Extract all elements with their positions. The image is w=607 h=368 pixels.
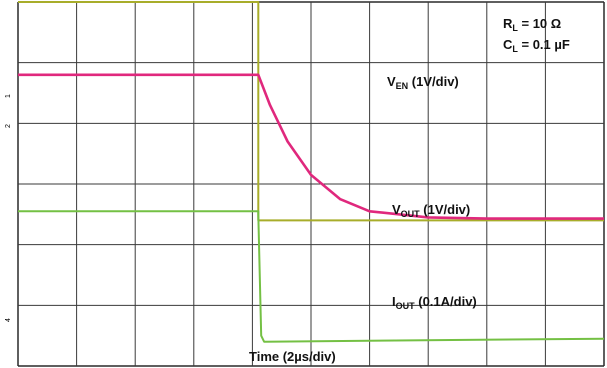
rl-label: RL = 10 Ω <box>503 16 561 33</box>
ch-iout-marker: 4 <box>5 318 12 322</box>
ch-vout-marker: 2 <box>5 124 12 128</box>
x-axis-label: Time (2µs/div) <box>249 349 336 364</box>
ven-trace <box>18 1 604 222</box>
cl-label: CL = 0.1 µF <box>503 37 570 54</box>
grid <box>17 1 605 367</box>
ven-label: VEN (1V/div) <box>387 74 459 91</box>
iout-trace <box>18 210 605 343</box>
ch-ven-marker: 1 <box>5 94 12 98</box>
iout-label: IOUT (0.1A/div) <box>392 294 477 311</box>
vout-trace <box>18 73 604 220</box>
vout-label: VOUT (1V/div) <box>392 202 470 219</box>
traces <box>18 1 605 343</box>
